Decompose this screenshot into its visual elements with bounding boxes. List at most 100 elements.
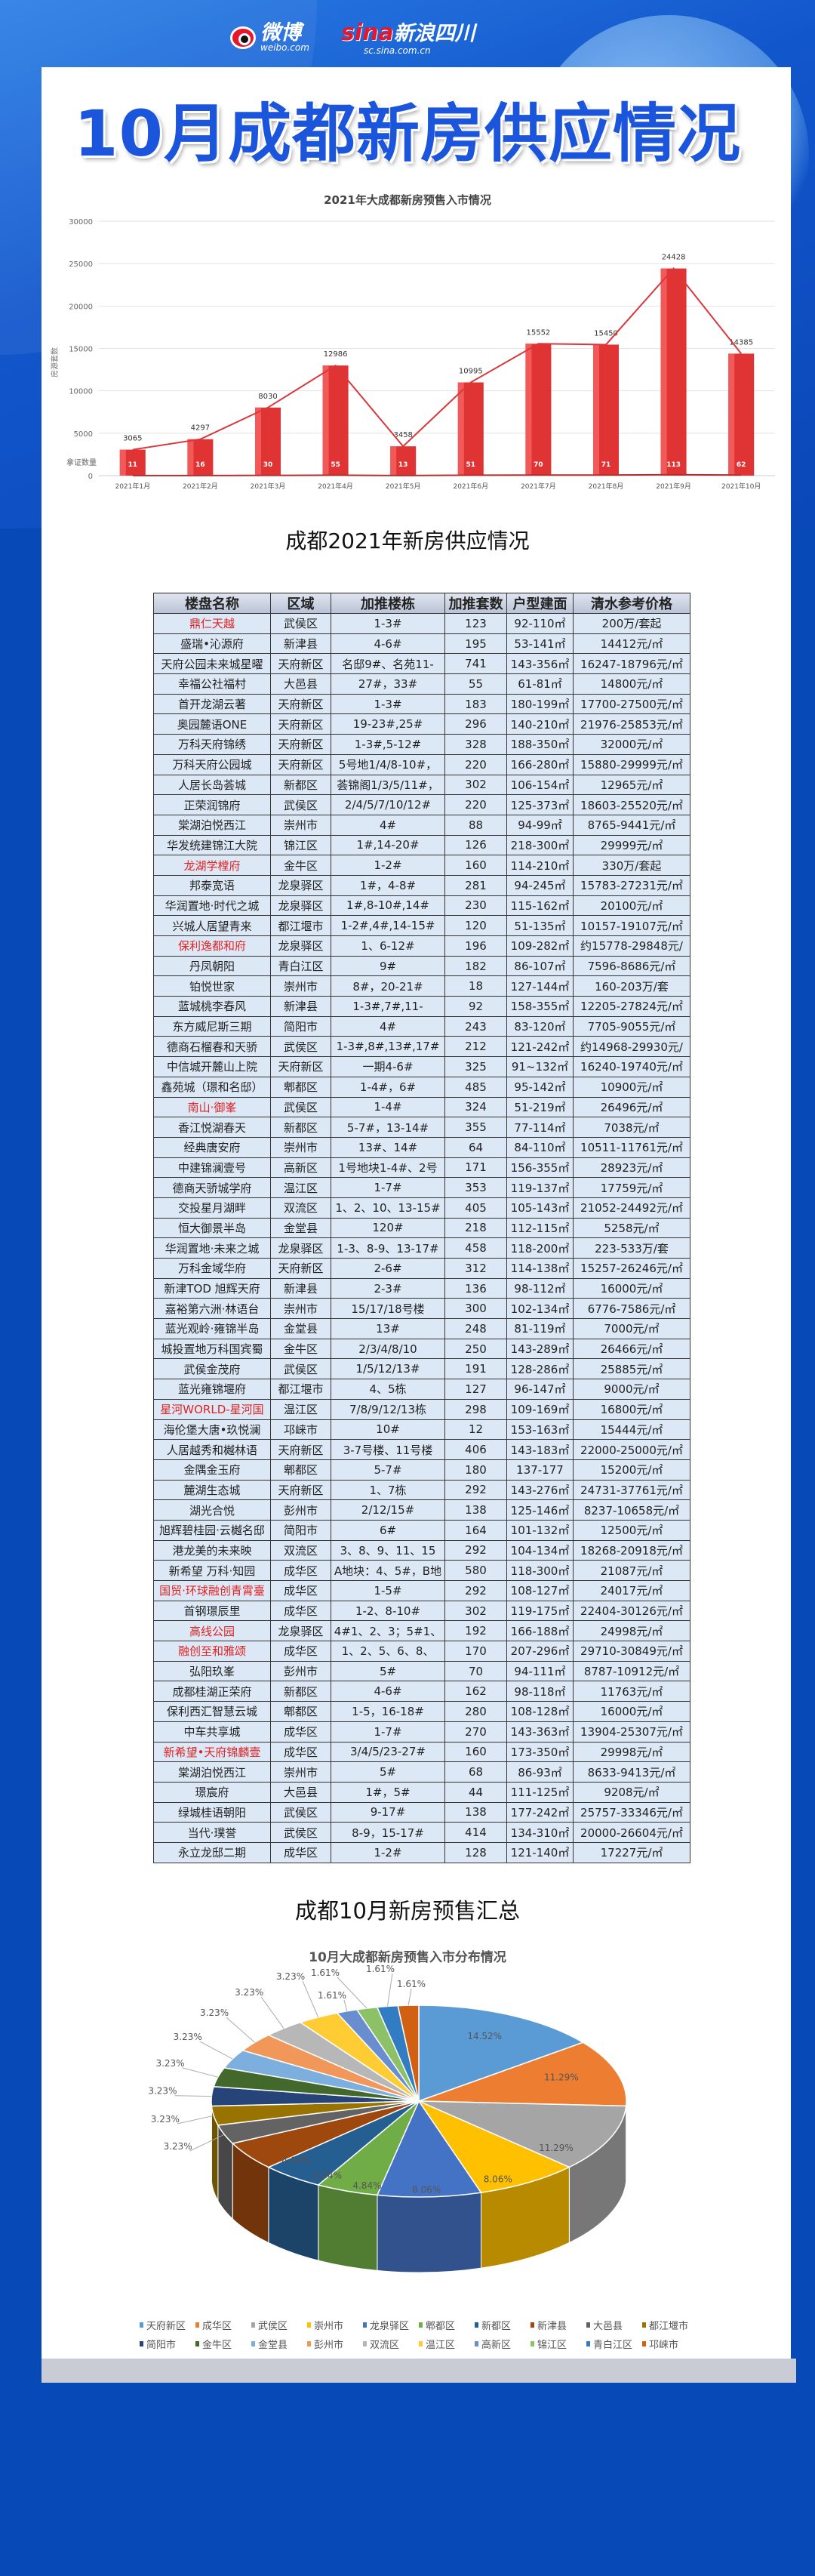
price-cell: 15200元/㎡ bbox=[573, 1459, 690, 1481]
table-row: 弘阳玖峯 彭州市 5# 70 94-111㎡ 8787-10912元/㎡ bbox=[153, 1660, 690, 1682]
table-row: 新希望 万科·知园 成华区 A地块：4、5#，B地 580 118-300㎡ 21087元… bbox=[153, 1560, 690, 1581]
units-cell: 92 bbox=[444, 996, 507, 1017]
price-cell: 8237-10658元/㎡ bbox=[573, 1499, 690, 1521]
table-row: 幸福公社福村 大邑县 27#，33# 55 61-81㎡ 14800元/㎡ bbox=[153, 673, 690, 695]
units-cell: 160 bbox=[444, 1741, 507, 1763]
buildings-cell: 一期4-6# bbox=[331, 1056, 445, 1077]
project-name-cell: 邦泰宽语 bbox=[153, 874, 271, 896]
district-cell: 龙泉驿区 bbox=[270, 1620, 331, 1642]
legend-item: 新都区 bbox=[475, 2318, 531, 2332]
legend-label: 青白江区 bbox=[593, 2340, 633, 2351]
buildings-cell: 8#，20-21# bbox=[331, 975, 445, 997]
price-cell: 21052-24492元/㎡ bbox=[573, 1197, 690, 1219]
project-name-cell: 高线公园 bbox=[153, 1620, 271, 1642]
buildings-cell: 5-7#，13-14# bbox=[331, 1117, 445, 1138]
price-cell: 14412元/㎡ bbox=[573, 633, 690, 655]
table-row: 新津TOD 旭辉天府 新津县 2-3# 136 98-112㎡ 16000元/㎡ bbox=[153, 1277, 690, 1299]
price-cell: 12500元/㎡ bbox=[573, 1519, 690, 1541]
price-cell: 28923元/㎡ bbox=[573, 1157, 690, 1179]
pie-chart-title: 10月大成都新房预售入市分布情况 bbox=[309, 1950, 506, 1965]
project-name-cell: 人居越秀和樾林语 bbox=[153, 1439, 271, 1460]
count-value-label: 51 bbox=[466, 461, 476, 469]
pie-slice-label: 3.23% bbox=[148, 2086, 177, 2097]
district-cell: 天府新区 bbox=[270, 734, 331, 755]
table-row: 交投星月湖畔 双流区 1、2、10、13-15# 405 105-143㎡ 21052-2… bbox=[153, 1197, 690, 1219]
table-row: 首开龙湖云著 天府新区 1-3# 183 180-199㎡ 17700-27500元/㎡ bbox=[153, 693, 690, 715]
units-cell: 127 bbox=[444, 1379, 507, 1400]
district-cell: 金堂县 bbox=[270, 1217, 331, 1239]
project-name-cell: 星河WORLD-星河国 bbox=[153, 1398, 271, 1420]
buildings-cell: 1#，4-8# bbox=[331, 874, 445, 896]
units-cell: 292 bbox=[444, 1580, 507, 1601]
district-cell: 高新区 bbox=[270, 1157, 331, 1179]
area-cell: 101-132㎡ bbox=[506, 1519, 574, 1541]
table-row: 经典唐安府 崇州市 13#、14# 64 84-110㎡ 10511-11761元/㎡ bbox=[153, 1136, 690, 1158]
district-cell: 温江区 bbox=[270, 1177, 331, 1198]
x-tick-label: 2021年1月 bbox=[115, 482, 150, 491]
table-row: 首钢璟辰里 成华区 1-2、8-10# 302 119-175㎡ 22404-30126元… bbox=[153, 1600, 690, 1622]
units-cell: 138 bbox=[444, 1801, 507, 1823]
table-row: 金隅金玉府 郫都区 5-7# 180 137-177 15200元/㎡ bbox=[153, 1459, 690, 1481]
area-cell: 112-115㎡ bbox=[506, 1217, 574, 1239]
units-cell: 280 bbox=[444, 1701, 507, 1722]
project-name-cell: 交投星月湖畔 bbox=[153, 1197, 271, 1219]
units-cell: 138 bbox=[444, 1499, 507, 1521]
legend-item: 金堂县 bbox=[251, 2337, 307, 2351]
table-row: 南山·御峯 武侯区 1-4# 324 51-219㎡ 26496元/㎡ bbox=[153, 1096, 690, 1118]
pie-slice bbox=[417, 2100, 571, 2193]
legend-swatch-icon bbox=[642, 2322, 646, 2328]
table-row: 华润置地·未来之城 龙泉驿区 1-3、8-9、13-17# 458 118-200㎡ 22… bbox=[153, 1237, 690, 1259]
legend-swatch-icon bbox=[195, 2341, 199, 2346]
project-name-cell: 当代·璞誉 bbox=[153, 1822, 271, 1843]
units-cell: 136 bbox=[444, 1277, 507, 1299]
district-cell: 郫都区 bbox=[270, 1076, 331, 1098]
column-header: 区域 bbox=[270, 593, 331, 614]
district-cell: 金牛区 bbox=[270, 1338, 331, 1360]
district-cell: 新津县 bbox=[270, 633, 331, 655]
price-cell: 8633-9413元/㎡ bbox=[573, 1761, 690, 1783]
district-cell: 崇州市 bbox=[270, 975, 331, 997]
buildings-cell: 8-9，15-17# bbox=[331, 1822, 445, 1843]
price-cell: 16247-18796元/㎡ bbox=[573, 653, 690, 675]
area-cell: 77-114㎡ bbox=[506, 1117, 574, 1138]
area-cell: 137-177 bbox=[506, 1459, 574, 1481]
buildings-cell: 1、2、10、13-15# bbox=[331, 1197, 445, 1219]
project-name-cell: 蓝光雍锦堰府 bbox=[153, 1379, 271, 1400]
pie-slice bbox=[397, 2004, 420, 2102]
price-cell: 14800元/㎡ bbox=[573, 673, 690, 695]
district-cell: 双流区 bbox=[270, 1539, 331, 1561]
area-cell: 115-162㎡ bbox=[506, 895, 574, 917]
project-name-cell: 嘉裕第六洲·林语台 bbox=[153, 1298, 271, 1320]
project-name-cell: 融创至和雅颂 bbox=[153, 1641, 271, 1662]
buildings-cell: 4-6# bbox=[331, 633, 445, 655]
buildings-cell: 1-2# bbox=[331, 1841, 445, 1863]
area-cell: 140-210㎡ bbox=[506, 713, 574, 735]
price-cell: 16000元/㎡ bbox=[573, 1277, 690, 1299]
project-name-cell: 首钢璟辰里 bbox=[153, 1600, 271, 1622]
price-cell: 16800元/㎡ bbox=[573, 1398, 690, 1420]
project-name-cell: 鼎仁天越 bbox=[153, 613, 271, 634]
price-cell: 20100元/㎡ bbox=[573, 895, 690, 917]
table-row: 奥园麓语ONE 天府新区 19-23#,25# 296 140-210㎡ 21976-25… bbox=[153, 713, 690, 735]
buildings-cell: 4# bbox=[331, 1015, 445, 1037]
pie-leader-line bbox=[182, 2067, 218, 2078]
count-value-label: 113 bbox=[666, 461, 681, 469]
pie-slice-label: 4.84% bbox=[282, 2155, 311, 2165]
price-cell: 12205-27824元/㎡ bbox=[573, 996, 690, 1017]
units-cell: 68 bbox=[444, 1761, 507, 1783]
legend-label: 彭州市 bbox=[314, 2340, 344, 2351]
table-row: 港龙美的未来映 双流区 3、8、9、11、15 292 104-134㎡ 18268-20… bbox=[153, 1539, 690, 1561]
area-cell: 86-93㎡ bbox=[506, 1761, 574, 1783]
units-cell: 580 bbox=[444, 1560, 507, 1581]
legend-item: 武侯区 bbox=[251, 2318, 307, 2332]
legend-label: 金堂县 bbox=[258, 2340, 288, 2351]
area-cell: 180-199㎡ bbox=[506, 693, 574, 715]
project-name-cell: 蓝城桃李春风 bbox=[153, 996, 271, 1017]
area-cell: 128-286㎡ bbox=[506, 1358, 574, 1380]
count-value-label: 62 bbox=[737, 461, 746, 469]
units-cell: 164 bbox=[444, 1519, 507, 1541]
area-cell: 84-110㎡ bbox=[506, 1136, 574, 1158]
area-cell: 177-242㎡ bbox=[506, 1801, 574, 1823]
buildings-cell: 15/17/18号楼 bbox=[331, 1298, 445, 1320]
pie-leader-line bbox=[302, 1980, 319, 2018]
